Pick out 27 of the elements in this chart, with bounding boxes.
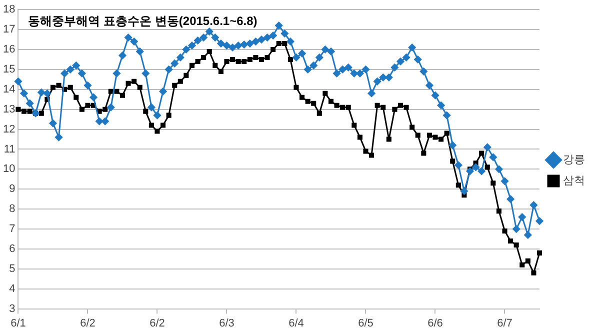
y-tick-label: 17 — [2, 24, 16, 36]
y-tick-label: 12 — [2, 123, 16, 136]
y-tick-label: 8 — [9, 203, 16, 216]
legend-label: 삼척 — [563, 175, 585, 188]
y-tick-label: 3 — [9, 302, 16, 315]
y-tick-label: 13 — [2, 103, 16, 116]
y-tick-label: 14 — [2, 83, 16, 96]
y-tick-label: 7 — [9, 223, 16, 236]
y-tick-label: 10 — [2, 163, 16, 176]
y-tick-label: 5 — [9, 262, 16, 275]
x-tick-label: 6/2 — [150, 317, 165, 330]
x-tick-label: 6/2 — [80, 317, 96, 330]
chart-title: 동해중부해역 표층수온 변동(2015.6.1~6.8) — [28, 14, 258, 28]
y-tick-label: 11 — [4, 143, 16, 156]
legend-label: 강릉 — [563, 154, 585, 166]
x-tick-label: 6/7 — [497, 317, 512, 330]
x-tick-label: 6/3 — [219, 317, 234, 330]
x-tick-label: 6/1 — [10, 317, 26, 330]
y-tick-label: 9 — [9, 183, 16, 196]
y-tick-label: 6 — [9, 242, 16, 255]
y-tick-label: 18 — [2, 4, 16, 16]
y-tick-label: 15 — [2, 63, 16, 76]
x-tick-label: 6/6 — [428, 317, 443, 330]
y-tick-label: 16 — [2, 44, 16, 56]
x-tick-label: 6/5 — [358, 317, 374, 330]
y-tick-label: 4 — [9, 282, 16, 295]
x-tick-label: 6/4 — [288, 317, 304, 330]
